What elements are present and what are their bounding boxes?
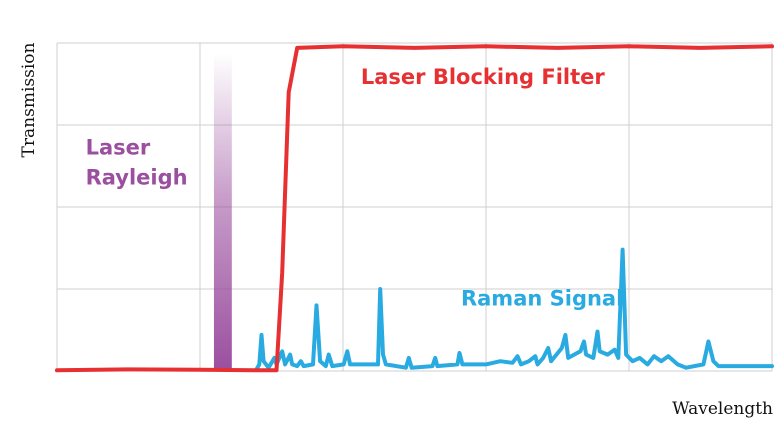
annotation-line: Rayleigh: [86, 166, 188, 190]
annotation-laser-blocking-filter: Laser Blocking Filter: [361, 65, 606, 89]
y-axis-label: Transmission: [19, 43, 39, 158]
annotations: Laser Blocking Filter Laser Rayleigh Raman …: [86, 65, 624, 310]
annotation-line: Laser Blocking Filter: [361, 65, 606, 89]
annotation-laser-rayleigh: Laser Rayleigh: [86, 136, 188, 190]
laser-rayleigh-bar: [213, 52, 232, 372]
raman-signal-line: [254, 247, 774, 372]
laser-blocking-filter-line: [55, 44, 774, 373]
laser-rayleigh-band: [213, 52, 232, 372]
series-lines: [55, 44, 774, 373]
gridlines: [56, 42, 773, 372]
annotation-line: Laser: [86, 136, 151, 160]
x-axis-label: Wavelength: [672, 399, 773, 419]
annotation-raman-signal: Raman Signal: [461, 286, 623, 310]
annotation-line: Raman Signal: [461, 286, 623, 310]
